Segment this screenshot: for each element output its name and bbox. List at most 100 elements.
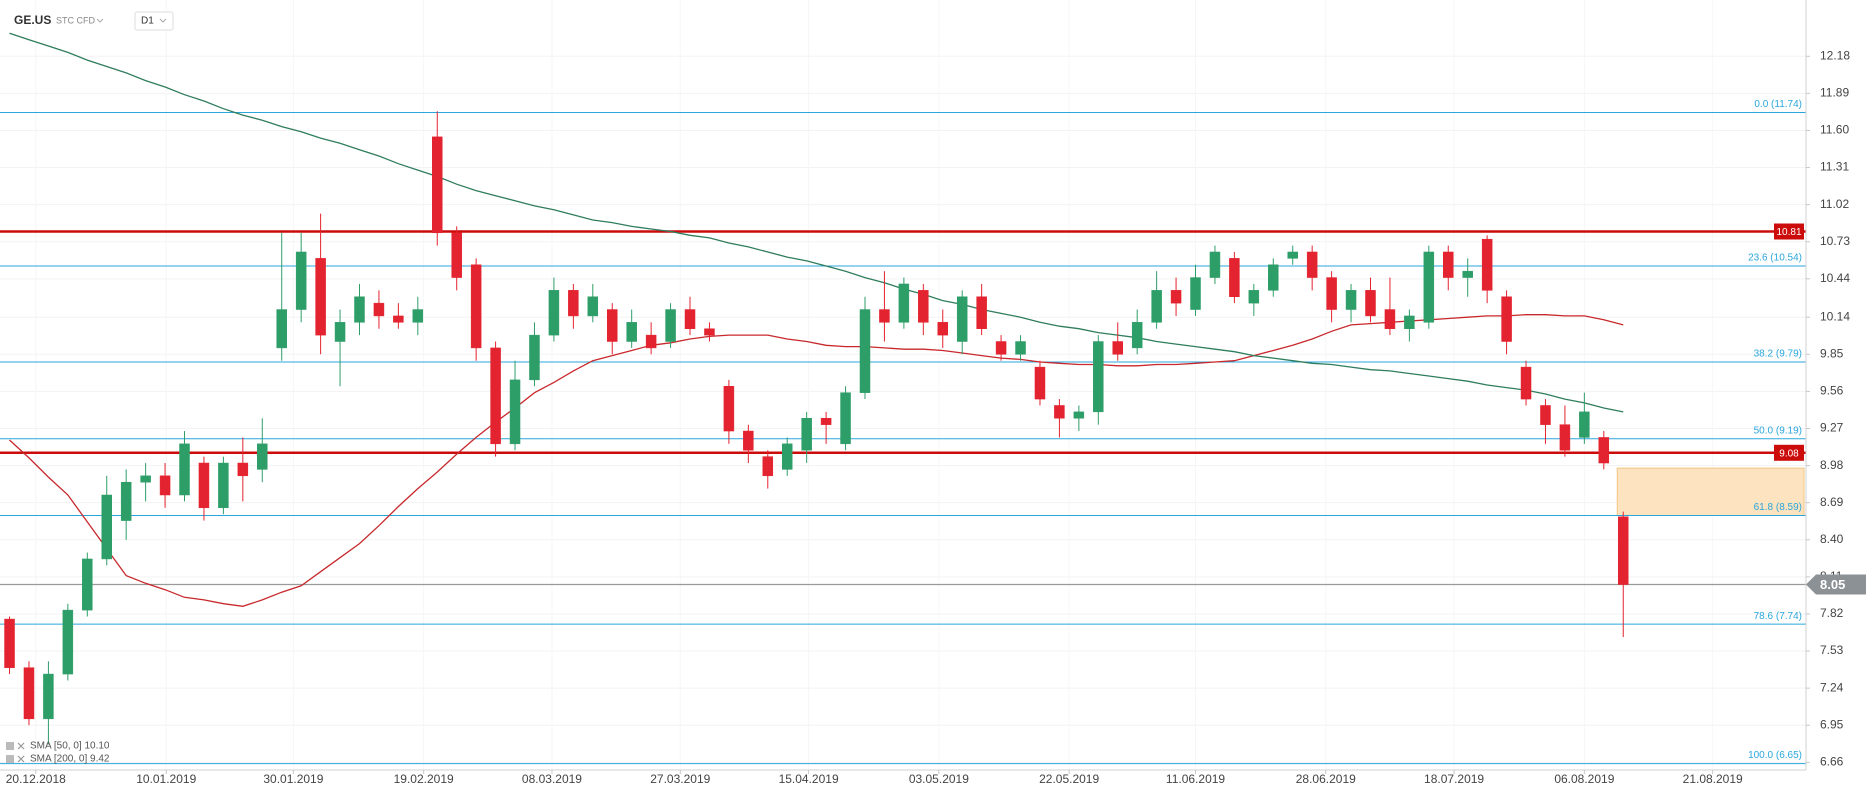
price-tag [1774,223,1804,240]
candle-body [1462,270,1473,278]
y-tick-label: 7.24 [1820,680,1844,694]
candle-body [1481,238,1493,291]
y-tick-label: 8.98 [1820,458,1844,472]
candle-body [918,290,929,323]
fib-label: 78.6 (7.74) [1754,611,1802,622]
y-tick-label: 9.56 [1820,384,1844,398]
candle-body [276,309,287,349]
candle-body [101,494,112,560]
price-tag [1774,444,1804,461]
candle-body [1384,309,1396,329]
legend-icon [6,742,14,750]
candle-body [334,322,346,342]
candle-body [976,296,987,329]
candle-body [548,290,560,336]
candle-body [1073,411,1085,419]
candle-body [937,322,949,336]
last-price-tag [1806,574,1866,595]
y-tick-label: 11.02 [1820,197,1849,211]
candle-body [645,334,657,349]
candle-body [1559,424,1571,451]
instrument-type[interactable]: STC CFD [56,15,95,25]
symbol: GE.US [14,13,51,27]
candle-body [257,443,268,470]
candle-body [1170,290,1182,304]
candle-body [490,347,501,445]
candle-body [1617,516,1629,585]
y-tick-label: 10.14 [1820,309,1850,323]
candle-body [801,418,812,451]
y-tick-label: 10.44 [1820,271,1850,285]
candle-body [956,296,968,342]
x-tick-label: 21.08.2019 [1683,772,1743,786]
candle-body [1209,251,1221,278]
y-tick-label: 6.66 [1820,754,1844,768]
candle-body [159,475,171,496]
legend-label: SMA [50, 0] 10.10 [30,741,110,752]
candle-body [781,443,793,470]
y-tick-label: 11.89 [1820,86,1849,100]
candle-body [432,136,443,234]
x-tick-label: 30.01.2019 [263,772,323,786]
candle-body [1054,405,1065,419]
y-tick-label: 12.18 [1820,48,1850,62]
candle-body [568,290,579,317]
candle-body [470,264,482,349]
legend-label: SMA [200, 0] 9.42 [30,754,110,765]
y-tick-label: 11.31 [1820,160,1849,174]
x-tick-label: 27.03.2019 [650,772,710,786]
sma-line [9,32,1624,413]
dropdown-arrow[interactable] [96,18,104,23]
gap-zone [1616,467,1805,516]
candle-body [684,309,696,329]
y-tick-label: 7.53 [1820,643,1844,657]
fib-label: 61.8 (8.59) [1754,502,1802,513]
candle-body [743,430,754,451]
candle-body [1268,264,1279,291]
candle-body [1190,277,1201,310]
y-tick-label: 8.69 [1820,495,1844,509]
y-tick-label: 10.73 [1820,234,1850,248]
candle-body [995,341,1007,355]
candle-body [198,462,210,509]
candle-body [665,309,676,342]
dropdown-arrow[interactable] [159,18,167,23]
x-tick-label: 06.08.2019 [1554,772,1614,786]
candle-body [1443,251,1454,278]
x-tick-label: 22.05.2019 [1039,772,1099,786]
candle-body [762,456,774,477]
candle-body [1131,322,1143,349]
candle-body [451,232,462,278]
candle-body [1404,315,1415,329]
candle-body [1034,366,1046,400]
candle-body [179,443,190,496]
candle-body [1423,251,1435,323]
candle-body [4,618,15,668]
candle-body [43,673,54,720]
candle-body [859,309,871,393]
legend-close [17,742,25,750]
candle-body [509,379,521,445]
x-tick-label: 18.07.2019 [1424,772,1484,786]
fib-label: 23.6 (10.54) [1748,253,1802,264]
candle-body [529,334,540,381]
candle-body [1151,290,1162,323]
y-tick-label: 9.85 [1820,346,1844,360]
candle-body [1093,341,1104,413]
fib-label: 50.0 (9.19) [1754,425,1802,436]
interval[interactable]: D1 [141,16,154,27]
y-tick-label: 7.82 [1820,606,1844,620]
candle-body [1345,290,1357,310]
y-tick-label: 11.60 [1820,123,1849,137]
candle-body [393,315,404,323]
candle-body [840,392,851,445]
plot-area: 0.0 (11.74) 23.6 (10.54) 38.2 (9.79) 50.0 (… [0,32,1806,765]
candle-body [237,462,249,477]
x-tick-label: 19.02.2019 [394,772,454,786]
sma-line [9,314,1624,607]
interval-box[interactable] [134,11,174,31]
candle-body [1015,341,1026,355]
candle-body [373,302,385,317]
price-tag-label: 9.08 [1779,448,1799,459]
